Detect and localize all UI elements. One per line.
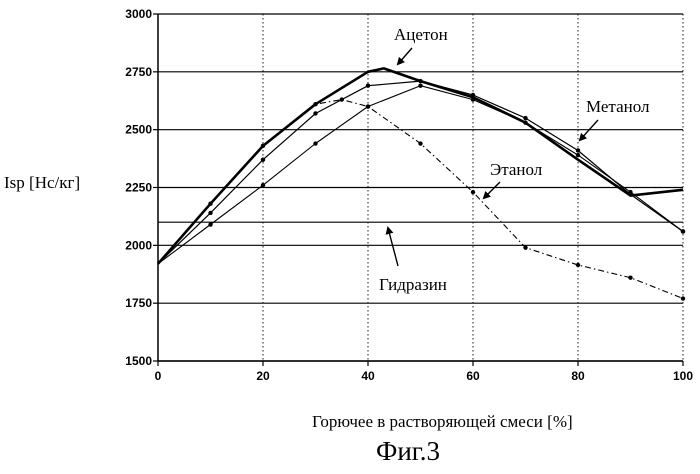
series-3-point-7 (471, 190, 475, 194)
series-3-point-2 (261, 144, 265, 148)
series-1-point-1 (208, 211, 212, 215)
y-tick-label-2250: 2250 (125, 181, 152, 195)
annotation-label-1: Метанол (586, 97, 650, 116)
annotation-label-0: Ацетон (394, 25, 448, 44)
annotation-label-3: Гидразин (379, 275, 447, 294)
y-tick-label-2500: 2500 (125, 123, 152, 137)
series-1-point-5 (418, 79, 422, 83)
x-tick-label-100: 100 (673, 369, 693, 383)
x-tick-label-20: 20 (256, 369, 270, 383)
series-1-point-7 (523, 116, 527, 120)
series-1-point-3 (313, 111, 317, 115)
annotation-layer: Ацетон Метанол Этанол Гидразин (379, 25, 650, 294)
series-2-point-8 (576, 153, 580, 157)
x-tick-label-80: 80 (571, 369, 585, 383)
x-tick-label-60: 60 (466, 369, 480, 383)
series-2-point-10 (681, 229, 685, 233)
x-axis-label: Горючее в растворяющей смеси [%] (312, 412, 573, 432)
x-tick-label-40: 40 (361, 369, 375, 383)
series-3-point-1 (208, 201, 212, 205)
series-1-point-2 (261, 158, 265, 162)
series-2-point-2 (261, 183, 265, 187)
series-1-point-8 (576, 148, 580, 152)
series-3-point-10 (628, 276, 632, 280)
grid (158, 14, 683, 361)
y-axis-label: Isp [Нс/кг] (4, 173, 80, 193)
y-tick-label-1500: 1500 (125, 354, 152, 368)
annotation-label-2: Этанол (490, 160, 543, 179)
series-2-point-3 (313, 141, 317, 145)
series-3-point-8 (523, 245, 527, 249)
series-2-point-6 (471, 97, 475, 101)
x-tick-label-0: 0 (155, 369, 162, 383)
series-1-point-4 (366, 84, 370, 88)
series-2-point-5 (418, 84, 422, 88)
series-3-point-3 (313, 102, 317, 106)
series-3-point-11 (681, 296, 685, 300)
series-3-point-6 (418, 141, 422, 145)
annotation-arrow-0 (398, 48, 412, 64)
series-1-point-6 (471, 93, 475, 97)
series-3-point-9 (576, 263, 580, 267)
figure-caption: Фиг.3 (376, 436, 440, 467)
series-3-point-4 (340, 97, 344, 101)
annotation-arrow-3 (388, 228, 398, 266)
y-tick-label-2000: 2000 (125, 238, 152, 252)
annotation-arrow-2 (484, 182, 500, 198)
series-2-point-1 (208, 222, 212, 226)
y-tick-label-3000: 3000 (125, 7, 152, 21)
y-tick-label-1750: 1750 (125, 296, 152, 310)
series-2-point-7 (523, 121, 527, 125)
y-tick-label-2750: 2750 (125, 65, 152, 79)
series-2-point-9 (628, 190, 632, 194)
series-3-point-5 (366, 104, 370, 108)
axes: 1500 1750 2000 2250 2500 2750 3000 0 20 40 60 80 100 (125, 7, 693, 383)
